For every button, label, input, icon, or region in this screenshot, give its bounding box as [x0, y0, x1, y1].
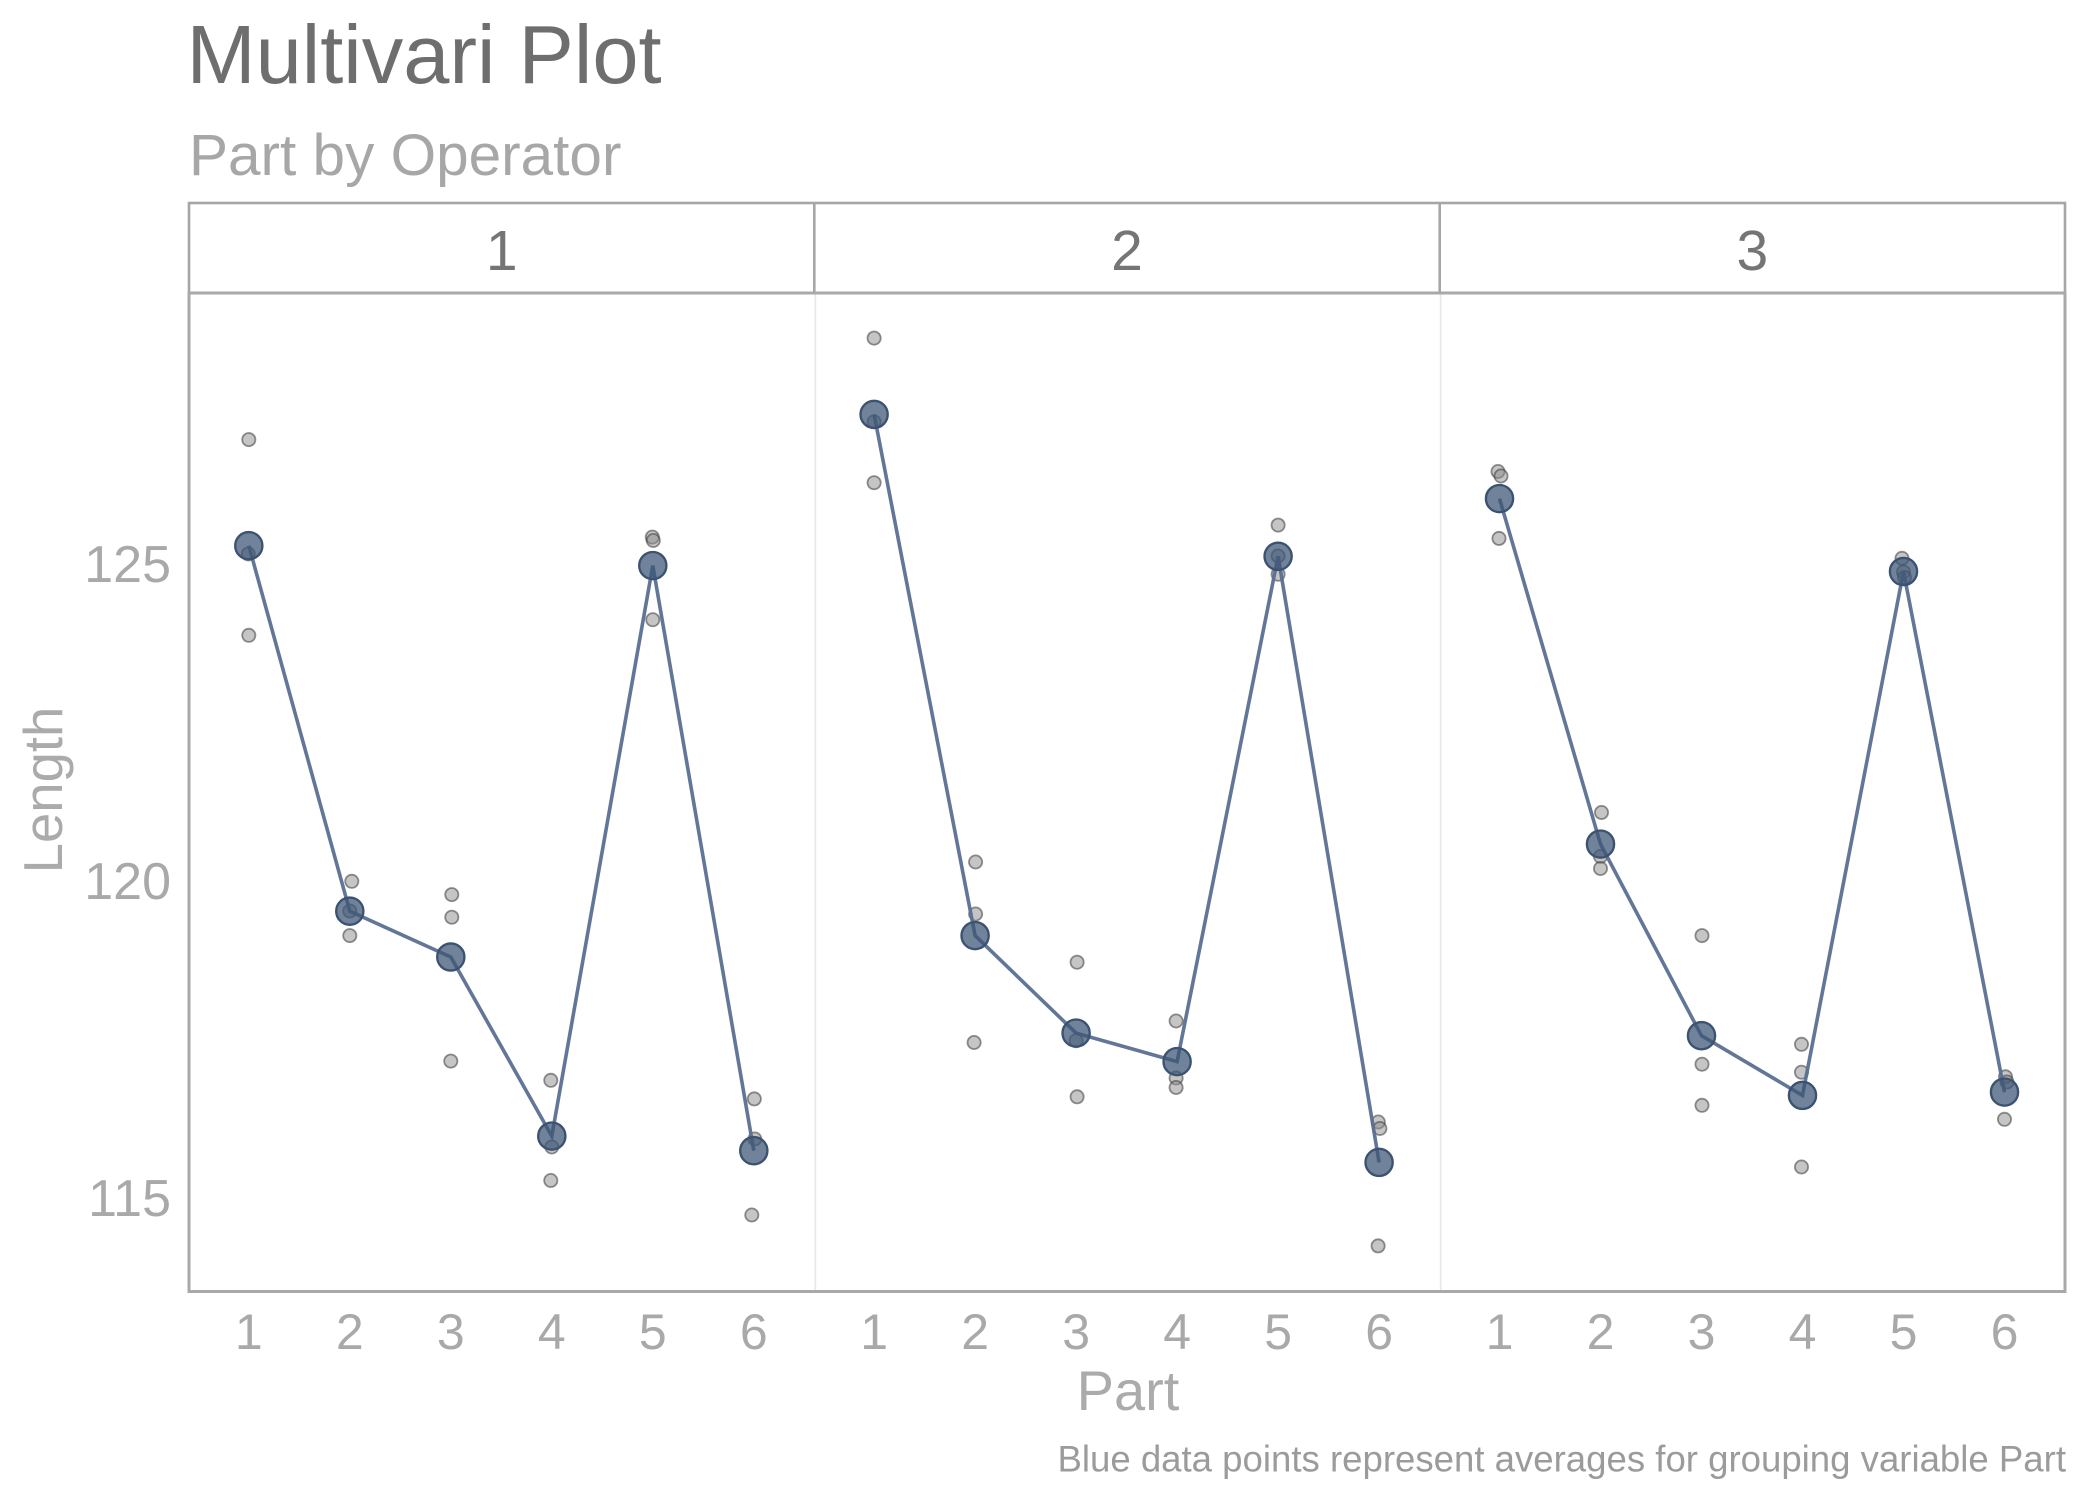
svg-text:6: 6: [1365, 1304, 1393, 1360]
svg-text:3: 3: [1688, 1304, 1716, 1360]
svg-text:1: 1: [1486, 1304, 1514, 1360]
svg-text:3: 3: [437, 1304, 465, 1360]
svg-text:5: 5: [639, 1304, 667, 1360]
svg-text:2: 2: [961, 1304, 989, 1360]
svg-text:1: 1: [486, 219, 518, 283]
svg-text:5: 5: [1264, 1304, 1292, 1360]
svg-text:115: 115: [88, 1170, 171, 1228]
svg-text:6: 6: [740, 1304, 768, 1360]
svg-text:2: 2: [336, 1304, 364, 1360]
svg-text:120: 120: [84, 853, 171, 911]
svg-text:5: 5: [1890, 1304, 1918, 1360]
svg-text:Blue data points represent ave: Blue data points represent averages for …: [1057, 1439, 2066, 1480]
svg-text:1: 1: [235, 1304, 263, 1360]
svg-text:Part by Operator: Part by Operator: [189, 123, 621, 188]
svg-text:3: 3: [1062, 1304, 1090, 1360]
svg-text:2: 2: [1111, 219, 1143, 283]
svg-text:Length: Length: [13, 707, 74, 874]
svg-text:125: 125: [84, 536, 171, 594]
svg-text:1: 1: [860, 1304, 888, 1360]
svg-text:Multivari Plot: Multivari Plot: [187, 8, 662, 101]
svg-text:4: 4: [1163, 1304, 1191, 1360]
svg-text:3: 3: [1736, 219, 1768, 283]
svg-text:2: 2: [1587, 1304, 1615, 1360]
svg-text:Part: Part: [1077, 1359, 1180, 1422]
svg-text:4: 4: [538, 1304, 566, 1360]
svg-text:4: 4: [1789, 1304, 1817, 1360]
svg-text:6: 6: [1991, 1304, 2019, 1360]
